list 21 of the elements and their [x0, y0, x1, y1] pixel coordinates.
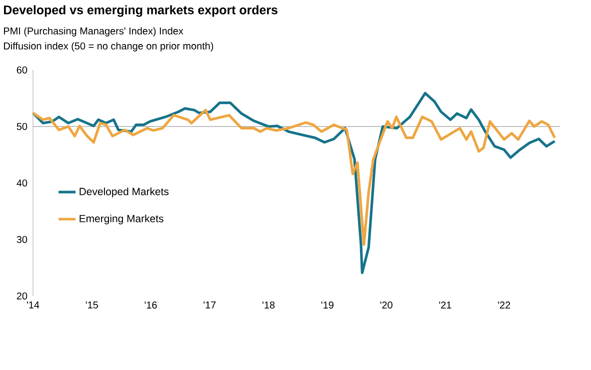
x-tick-label: '14: [27, 302, 40, 308]
y-tick-label: 40: [16, 179, 28, 187]
chart-title: Developed vs emerging markets export orders: [4, 5, 278, 17]
x-tick-label: '15: [86, 302, 98, 308]
y-tick-label: 20: [16, 292, 28, 300]
y-tick-label: 50: [16, 122, 28, 130]
legend-label: Developed Markets: [80, 188, 169, 198]
line-series: [32, 92, 556, 274]
x-tick-label: '22: [498, 302, 510, 308]
x-tick-label: '19: [321, 302, 334, 309]
x-tick-label: '17: [204, 302, 216, 308]
x-tick-label: '18: [262, 302, 275, 309]
chart-subtitle: PMI (Purchasing Managers' Index) Index: [4, 27, 184, 36]
y-axis-title: Diffusion index (50 = no change on prior month): [4, 42, 214, 52]
line-series: [32, 108, 556, 246]
y-tick-label: 60: [16, 66, 28, 74]
x-tick-label: '16: [144, 302, 157, 309]
x-tick-label: '21: [439, 302, 452, 308]
legend-label: Emerging Markets: [80, 214, 164, 224]
y-tick-label: 30: [16, 236, 28, 244]
x-tick-label: '20: [380, 302, 392, 309]
